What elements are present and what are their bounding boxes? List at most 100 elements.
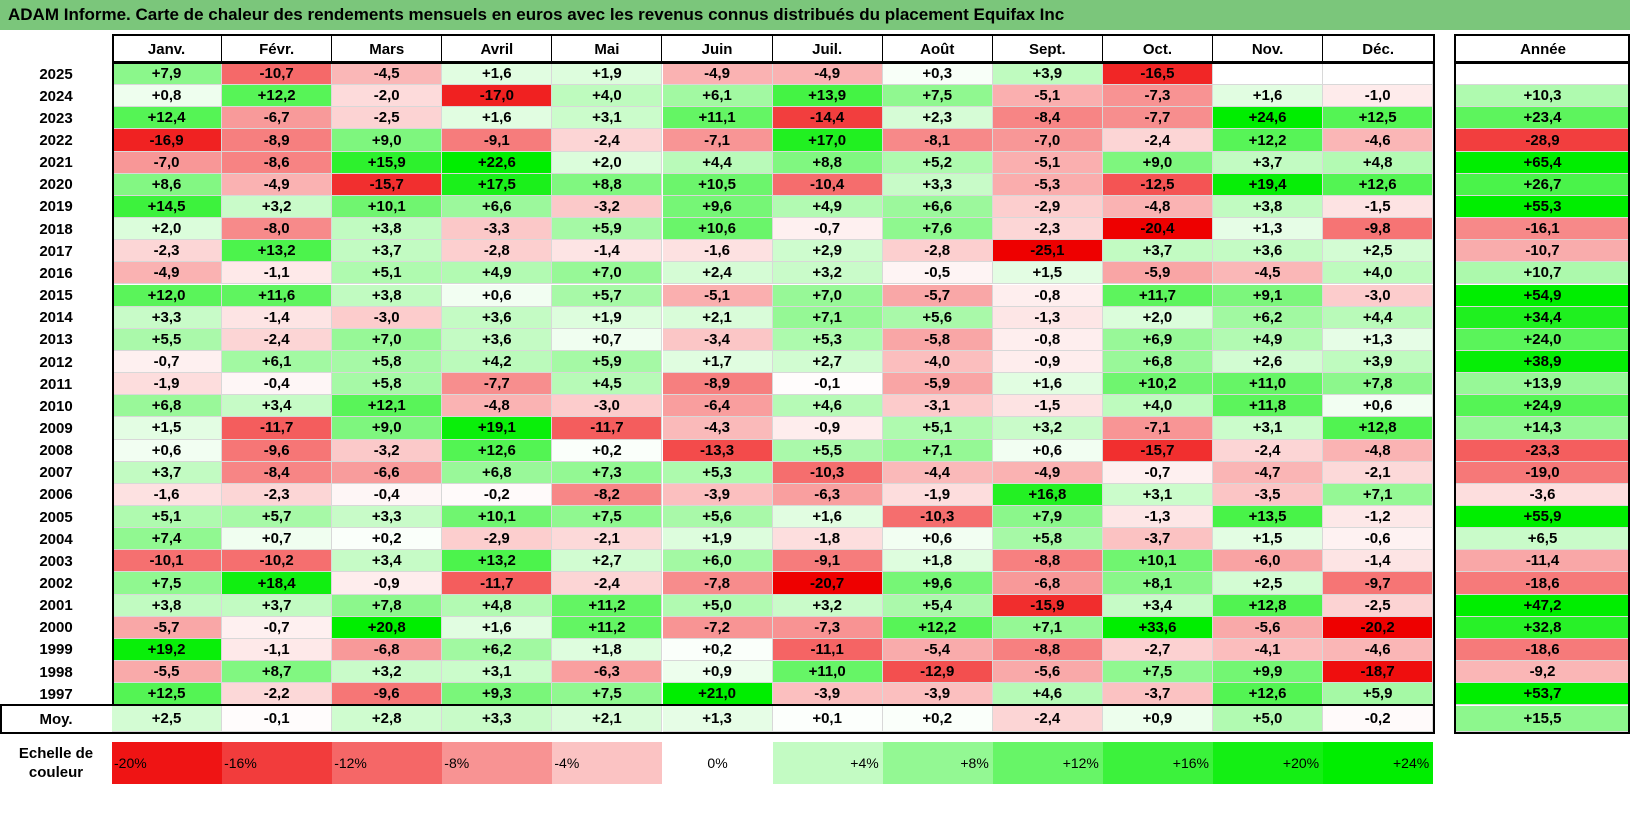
- heatmap-cell: +20,8: [332, 616, 443, 639]
- heatmap-cell: +7,0: [772, 284, 883, 307]
- heatmap-cell: +0,6: [112, 439, 223, 462]
- heatmap-cell: -10,3: [772, 461, 883, 484]
- heatmap-cell: +7,3: [552, 461, 663, 484]
- year-label: 2025: [39, 65, 73, 83]
- heatmap-cell: -11,1: [772, 638, 883, 662]
- heatmap-cell: +10,1: [1102, 550, 1213, 573]
- heatmap-cell: +3,2: [772, 594, 883, 617]
- year-label: 1998: [39, 663, 73, 681]
- annual-cell: +10,7: [1456, 262, 1630, 285]
- heatmap-cell: -4,0: [882, 350, 993, 374]
- heatmap-cell: -7,3: [772, 616, 883, 639]
- heatmap-cell: -2,2: [222, 683, 333, 706]
- month-header: Févr.: [222, 36, 333, 62]
- heatmap-cell: -1,6: [662, 240, 773, 263]
- heatmap-cell: +12,5: [112, 683, 223, 706]
- heatmap-cell: +1,9: [552, 306, 663, 329]
- heatmap-cell: -5,7: [882, 284, 993, 307]
- annual-cell: +24,0: [1456, 328, 1630, 351]
- heatmap-cell: -1,9: [112, 373, 223, 396]
- heatmap-cell: +6,1: [662, 85, 773, 108]
- heatmap-cell: +2,0: [552, 151, 663, 174]
- heatmap-cell: -3,9: [772, 683, 883, 706]
- heatmap-cell: +6,6: [442, 195, 553, 219]
- heatmap-cell: -10,1: [112, 550, 223, 573]
- report-title: ADAM Informe. Carte de chaleur des rende…: [0, 0, 1630, 30]
- heatmap-cell: -7,7: [1102, 107, 1213, 130]
- year-label: 2009: [39, 419, 73, 437]
- heatmap-cell: +5,1: [882, 417, 993, 440]
- heatmap-cell: -4,5: [1213, 262, 1324, 285]
- heatmap-cell: +2,5: [1213, 572, 1324, 595]
- heatmap-cell: -25,1: [992, 240, 1103, 263]
- heatmap-cell: +3,7: [1213, 151, 1324, 174]
- heatmap-cell: +7,1: [1323, 483, 1434, 506]
- heatmap-cell: +1,8: [882, 550, 993, 573]
- heatmap-cell: -2,1: [552, 528, 663, 551]
- year-label: 2020: [39, 176, 73, 194]
- heatmap-cell: -4,6: [1323, 638, 1434, 662]
- year-label: 2016: [39, 264, 73, 282]
- heatmap-cell: +5,1: [112, 506, 223, 529]
- heatmap-cell: -4,9: [222, 173, 333, 196]
- heatmap-cell: +1,3: [1323, 328, 1434, 351]
- heatmap-cell: +16,8: [992, 483, 1103, 506]
- average-cell: +2,5: [112, 706, 223, 732]
- heatmap-cell: +0,6: [1323, 395, 1434, 418]
- heatmap-cell: +7,8: [332, 594, 443, 617]
- heatmap-cell: +0,2: [332, 528, 443, 551]
- year-label: 2000: [39, 619, 73, 637]
- heatmap-cell: -5,6: [1213, 616, 1324, 639]
- heatmap-cell: +9,9: [1213, 661, 1324, 684]
- heatmap-cell: -7,3: [1102, 85, 1213, 108]
- heatmap-cell: -16,5: [1102, 63, 1213, 86]
- heatmap-cell: +1,6: [442, 616, 553, 639]
- heatmap-cell: -10,7: [222, 63, 333, 86]
- heatmap-cell: +11,0: [1213, 373, 1324, 396]
- heatmap-cell: +3,7: [222, 594, 333, 617]
- heatmap-cell: -2,3: [112, 240, 223, 263]
- annual-cell: +14,3: [1456, 417, 1630, 440]
- heatmap-cell: -8,0: [222, 218, 333, 241]
- heatmap-cell: -8,9: [222, 129, 333, 152]
- heatmap-cell: -5,9: [882, 373, 993, 396]
- heatmap-cell: +8,8: [772, 151, 883, 174]
- month-header: Oct.: [1103, 36, 1213, 62]
- heatmap-cell: -1,6: [112, 483, 223, 506]
- heatmap-cell: +17,0: [772, 129, 883, 152]
- annual-cell: +32,8: [1456, 616, 1630, 639]
- year-label: 2014: [39, 309, 73, 327]
- heatmap-cell: -7,7: [442, 373, 553, 396]
- heatmap-cell: +10,6: [662, 218, 773, 241]
- heatmap-cell: +10,5: [662, 173, 773, 196]
- heatmap-cell: +4,0: [1102, 395, 1213, 418]
- heatmap-cell: -3,9: [882, 683, 993, 706]
- heatmap-cell: +4,8: [442, 594, 553, 617]
- heatmap-cell: -2,4: [552, 572, 663, 595]
- heatmap-cell: +3,1: [1102, 483, 1213, 506]
- heatmap-cell: +11,7: [1102, 284, 1213, 307]
- year-label: 2013: [39, 331, 73, 349]
- heatmap-cell: -20,2: [1323, 616, 1434, 639]
- heatmap-cell: -2,7: [1102, 638, 1213, 662]
- heatmap-cell: +5,8: [332, 373, 443, 396]
- heatmap-cell: -6,4: [662, 395, 773, 418]
- heatmap-cell: +5,8: [332, 350, 443, 374]
- heatmap-cell: +11,0: [772, 661, 883, 684]
- year-label: 1999: [39, 641, 73, 659]
- year-label: 2008: [39, 442, 73, 460]
- annual-cell: -16,1: [1456, 218, 1630, 241]
- heatmap-cell: -0,7: [222, 616, 333, 639]
- heatmap-cell: -5,3: [992, 173, 1103, 196]
- scale-step: -20%: [112, 742, 223, 784]
- heatmap-cell: -7,0: [112, 151, 223, 174]
- heatmap-cell: -9,7: [1323, 572, 1434, 595]
- heatmap-cell: +1,6: [442, 63, 553, 86]
- heatmap-cell: +2,0: [1102, 306, 1213, 329]
- heatmap-cell: +3,1: [442, 661, 553, 684]
- heatmap-cell: +6,8: [112, 395, 223, 418]
- heatmap-cell: -10,3: [882, 506, 993, 529]
- year-header: Année: [1520, 40, 1566, 58]
- heatmap-cell: +8,7: [222, 661, 333, 684]
- heatmap-cell: +13,2: [442, 550, 553, 573]
